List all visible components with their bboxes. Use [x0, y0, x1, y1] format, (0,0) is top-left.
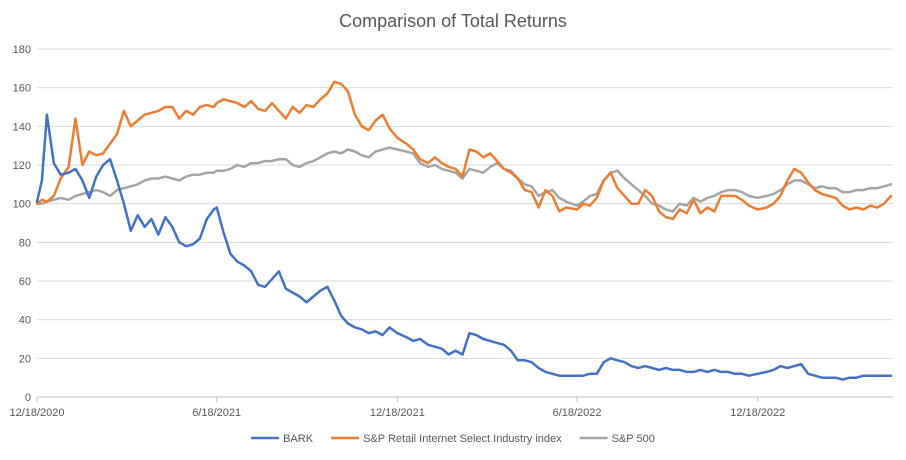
y-tick-label: 180	[13, 44, 31, 56]
y-tick-label: 80	[19, 237, 31, 249]
x-tick-label: 12/18/2022	[730, 407, 785, 419]
series-lines	[35, 80, 893, 381]
legend-item: S&P Retail Internet Select Industry inde…	[331, 433, 562, 445]
y-tick-label: 100	[13, 199, 31, 211]
chart-title: Comparison of Total Returns	[339, 11, 567, 31]
y-tick-label: 160	[13, 83, 31, 95]
x-tick-label: 12/18/2021	[370, 407, 425, 419]
y-tick-label: 140	[13, 121, 31, 133]
legend-label: S&P 500	[612, 433, 655, 445]
legend-item: BARK	[251, 433, 314, 445]
y-tick-label: 20	[19, 353, 31, 365]
y-tick-label: 40	[19, 315, 31, 327]
y-tick-label: 0	[25, 392, 31, 404]
series-line-s-p-500	[35, 146, 893, 213]
x-tick-label: 6/18/2021	[192, 407, 241, 419]
y-axis-tick-labels: 0 20 40 60 80 100 120 140 160 180	[13, 44, 31, 404]
series-line-s-p-retail-internet-select-industry-index	[35, 80, 893, 221]
legend-item: S&P 500	[579, 433, 655, 445]
y-tick-label: 120	[13, 160, 31, 172]
series-line-bark	[35, 113, 893, 381]
gridlines	[37, 48, 893, 398]
y-tick-label: 60	[19, 276, 31, 288]
x-tick-label: 6/18/2022	[553, 407, 602, 419]
legend-label: BARK	[283, 433, 314, 445]
legend-label: S&P Retail Internet Select Industry inde…	[363, 433, 562, 445]
x-tick-label: 12/18/2020	[9, 407, 64, 419]
x-axis-tick-labels: 12/18/2020 6/18/2021 12/18/2021 6/18/2022 12…	[9, 397, 785, 419]
legend: BARK S&P Retail Internet Select Industry …	[251, 433, 655, 445]
